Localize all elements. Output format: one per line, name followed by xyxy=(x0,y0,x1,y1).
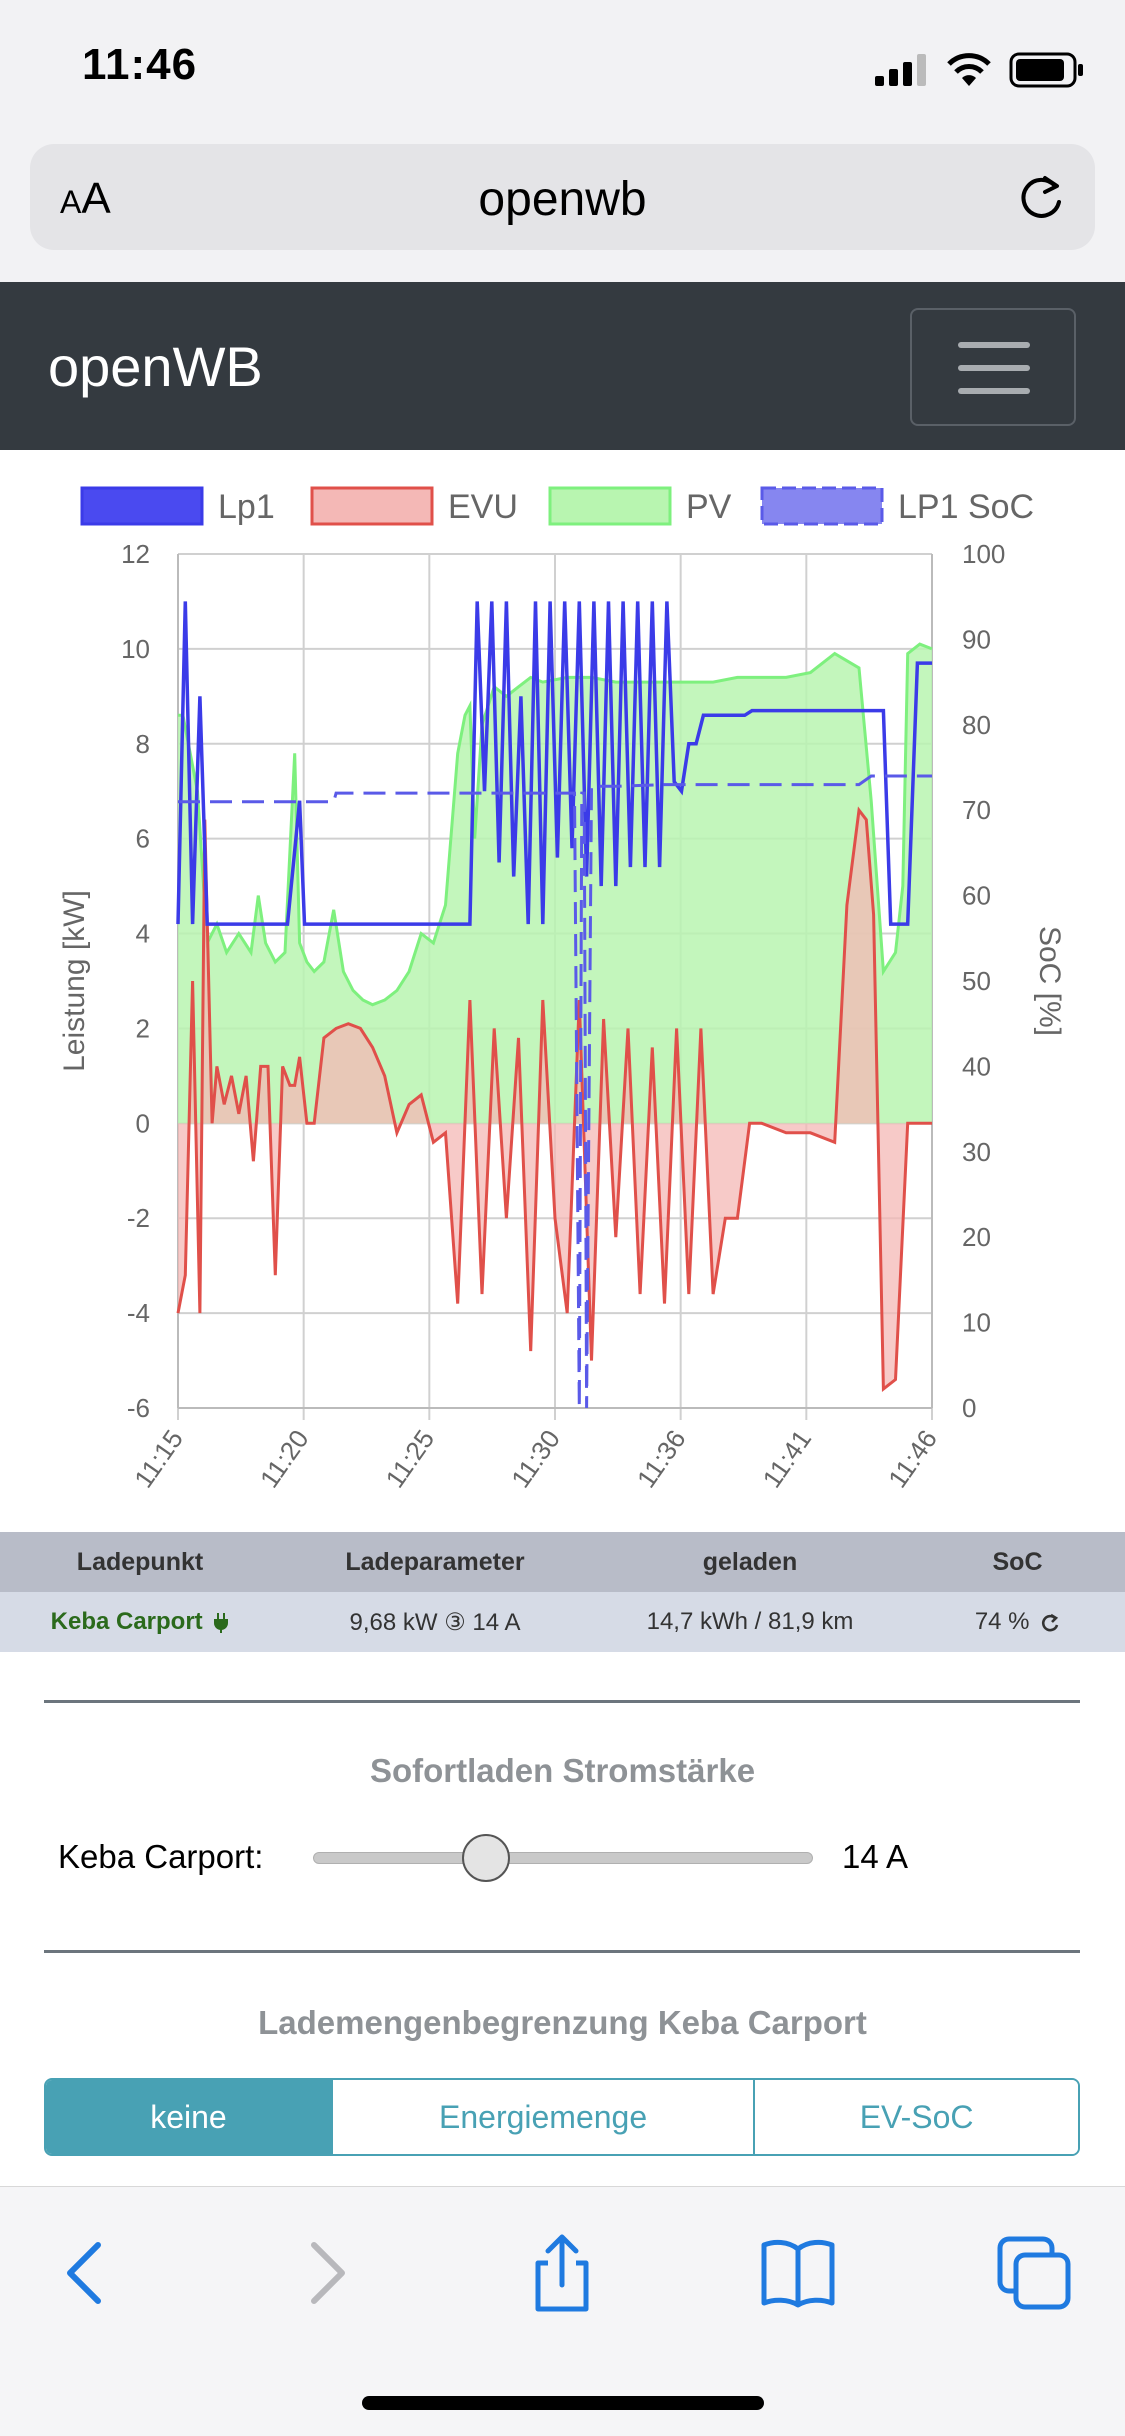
hamburger-bar xyxy=(958,365,1030,371)
battery-icon xyxy=(1009,52,1083,88)
option-ev-soc-button[interactable]: EV-SoC xyxy=(753,2080,1078,2154)
y-tick-label: 0 xyxy=(136,1108,150,1138)
divider xyxy=(44,1950,1080,1953)
header-ladeparameter: Ladeparameter xyxy=(345,1547,525,1576)
share-icon[interactable] xyxy=(522,2233,602,2313)
status-icons xyxy=(875,50,1085,90)
forward-icon[interactable] xyxy=(286,2233,366,2313)
y-tick-label: 6 xyxy=(136,824,150,854)
option-energiemenge-button[interactable]: Energiemenge xyxy=(330,2080,754,2154)
sofortladen-title: Sofortladen Stromstärke xyxy=(369,1752,756,1789)
app-navbar: openWB xyxy=(0,282,1125,450)
text-size-button[interactable]: AA xyxy=(60,174,111,223)
ladepunkt-table: Ladepunkt Ladeparameter geladen SoC Keba… xyxy=(0,1532,1125,1652)
y-tick-label: 8 xyxy=(136,729,150,759)
slider-thumb[interactable] xyxy=(462,1834,510,1882)
x-tick-label: 11:15 xyxy=(128,1424,189,1493)
cell-geladen: 14,7 kWh / 81,9 km xyxy=(646,1608,854,1635)
y2-tick-label: 0 xyxy=(962,1393,976,1423)
y-tick-label: 12 xyxy=(121,539,150,569)
address-bar[interactable]: AA openwb xyxy=(30,144,1095,250)
url-text[interactable]: openwb xyxy=(478,173,647,226)
bookmarks-icon[interactable] xyxy=(758,2233,838,2313)
option-keine-button[interactable]: keine xyxy=(46,2080,331,2154)
y2-tick-label: 50 xyxy=(962,966,991,996)
pv-series-line xyxy=(178,642,933,1007)
y2-tick-label: 80 xyxy=(962,710,991,740)
browser-chrome: AA openwb xyxy=(0,140,1125,282)
pv-area xyxy=(178,644,932,1124)
soc-series-line xyxy=(178,774,932,1409)
x-tick-label: 11:25 xyxy=(379,1424,440,1493)
divider xyxy=(44,1700,1080,1703)
refresh-icon[interactable] xyxy=(1040,1613,1060,1633)
browser-toolbar xyxy=(0,2186,1125,2436)
ladepunkt-name: Keba Carport xyxy=(50,1608,203,1635)
cell-soc[interactable]: 74 % xyxy=(910,1608,1125,1636)
legend-swatch xyxy=(310,486,434,526)
legend-swatch xyxy=(80,486,204,526)
cell-ladeparameter: 9,68 kW ③ 14 A xyxy=(349,1608,521,1636)
home-indicator xyxy=(362,2396,764,2410)
x-tick-label: 11:20 xyxy=(254,1424,315,1493)
y-tick-label: 10 xyxy=(121,634,150,664)
y-tick-label: -4 xyxy=(127,1298,150,1328)
wifi-icon xyxy=(947,53,991,86)
legend-label: LP1 SoC xyxy=(898,488,1034,526)
y2-tick-label: 60 xyxy=(962,881,991,911)
y2-tick-label: 40 xyxy=(962,1051,991,1081)
soc-value: 74 % xyxy=(974,1608,1030,1635)
lademenge-button-group: keine Energiemenge EV-SoC xyxy=(44,2078,1080,2156)
slider-label: Keba Carport: xyxy=(58,1838,264,1875)
x-tick-label: 11:30 xyxy=(505,1424,566,1493)
tabs-icon[interactable] xyxy=(994,2233,1074,2313)
y2-tick-label: 10 xyxy=(962,1308,991,1338)
back-icon[interactable] xyxy=(46,2233,126,2313)
y2-tick-label: 90 xyxy=(962,624,991,654)
legend-label: PV xyxy=(686,488,732,526)
status-bar: 11:46 xyxy=(0,0,1125,140)
hamburger-bar xyxy=(958,388,1030,394)
table-row: Keba Carport 9,68 kW ③ 14 A 14,7 kWh / 8… xyxy=(0,1592,1125,1652)
signal-icon xyxy=(875,54,926,86)
evu-series-line xyxy=(176,806,932,1393)
legend-label: Lp1 xyxy=(218,488,275,526)
reload-icon[interactable] xyxy=(1015,172,1067,224)
menu-toggle-button[interactable] xyxy=(910,308,1076,426)
x-tick-label: 11:36 xyxy=(631,1424,692,1493)
y2-tick-label: 70 xyxy=(962,795,991,825)
legend-swatch xyxy=(760,486,884,526)
hamburger-icon xyxy=(958,342,1030,348)
header-geladen: geladen xyxy=(702,1547,798,1576)
status-time: 11:46 xyxy=(82,40,198,89)
brand-title[interactable]: openWB xyxy=(48,335,263,398)
y-tick-label: -6 xyxy=(127,1393,150,1423)
y-tick-label: 4 xyxy=(136,919,150,949)
lp1-series-line xyxy=(176,601,932,926)
y-tick-label: 2 xyxy=(136,1013,150,1043)
power-chart: 12 10 8 6 4 2 0 -2 -4 -6 100 90 80 70 60 50 40 30 20 10 0 11:… xyxy=(0,460,1125,1530)
y2-tick-label: 100 xyxy=(962,539,1005,569)
evu-area xyxy=(178,810,932,1389)
table-header: Ladepunkt Ladeparameter geladen SoC xyxy=(0,1532,1125,1592)
y2-axis-title: SoC [%] xyxy=(1033,926,1066,1036)
chart-svg: 121086420-2-4-6100908070605040302010011:… xyxy=(58,486,1066,1493)
x-tick-label: 11:41 xyxy=(756,1424,817,1493)
legend-swatch xyxy=(548,486,672,526)
lademenge-title: Lademengenbegrenzung Keba Carport xyxy=(258,2004,867,2041)
header-soc: SoC xyxy=(992,1547,1043,1576)
plug-icon xyxy=(214,1612,229,1633)
legend-label: EVU xyxy=(448,488,518,526)
stromstaerke-slider[interactable] xyxy=(313,1852,813,1864)
y2-tick-label: 20 xyxy=(962,1222,991,1252)
slider-value: 14 A xyxy=(842,1838,909,1875)
x-tick-label: 11:46 xyxy=(882,1424,943,1493)
y2-tick-label: 30 xyxy=(962,1137,991,1167)
cell-ladepunkt[interactable]: Keba Carport xyxy=(0,1608,280,1636)
y-tick-label: -2 xyxy=(127,1203,150,1233)
y-axis-title: Leistung [kW] xyxy=(58,890,91,1072)
header-ladepunkt: Ladepunkt xyxy=(76,1547,204,1576)
